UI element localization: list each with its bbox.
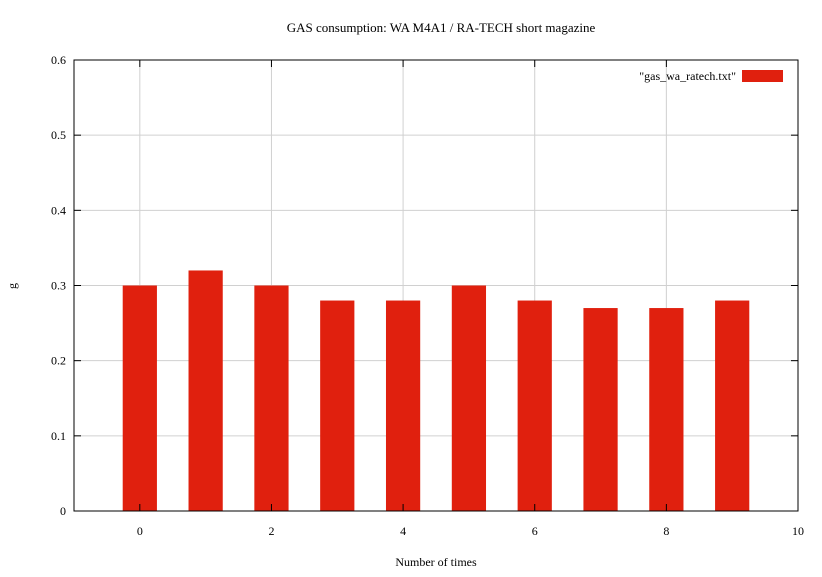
y-tick-label: 0.6 bbox=[51, 53, 66, 67]
bar bbox=[122, 285, 157, 511]
x-tick-label: 0 bbox=[137, 524, 143, 538]
bar bbox=[583, 308, 618, 511]
y-tick-label: 0 bbox=[60, 504, 66, 518]
chart-title: GAS consumption: WA M4A1 / RA-TECH short… bbox=[287, 20, 596, 35]
x-tick-label: 10 bbox=[792, 524, 804, 538]
bar bbox=[517, 300, 552, 511]
bar bbox=[385, 300, 421, 511]
y-axis-label: g bbox=[5, 283, 19, 289]
ticks bbox=[74, 59, 799, 512]
x-tick-label: 2 bbox=[268, 524, 274, 538]
bar bbox=[188, 270, 223, 511]
x-axis-label: Number of times bbox=[395, 555, 477, 569]
y-tick-label: 0.1 bbox=[51, 429, 66, 443]
legend: "gas_wa_ratech.txt" bbox=[639, 69, 783, 83]
bar bbox=[320, 300, 355, 511]
bar bbox=[254, 285, 289, 511]
bar bbox=[451, 285, 487, 511]
bars bbox=[122, 270, 750, 511]
y-tick-label: 0.3 bbox=[51, 279, 66, 293]
y-tick-label: 0.4 bbox=[51, 203, 66, 217]
x-tick-label: 6 bbox=[532, 524, 538, 538]
y-tick-label: 0.2 bbox=[51, 354, 66, 368]
x-tick-label: 4 bbox=[400, 524, 406, 538]
y-tick-label: 0.5 bbox=[51, 128, 66, 142]
x-tick-label: 8 bbox=[663, 524, 669, 538]
legend-label: "gas_wa_ratech.txt" bbox=[639, 69, 736, 83]
bar bbox=[715, 300, 750, 511]
grid bbox=[74, 60, 798, 511]
bar bbox=[649, 308, 684, 511]
y-tick-labels: 0 0.1 0.2 0.3 0.4 0.5 0.6 bbox=[51, 53, 66, 518]
x-tick-labels: 0 2 4 6 8 10 bbox=[137, 524, 804, 538]
legend-swatch bbox=[742, 70, 783, 82]
